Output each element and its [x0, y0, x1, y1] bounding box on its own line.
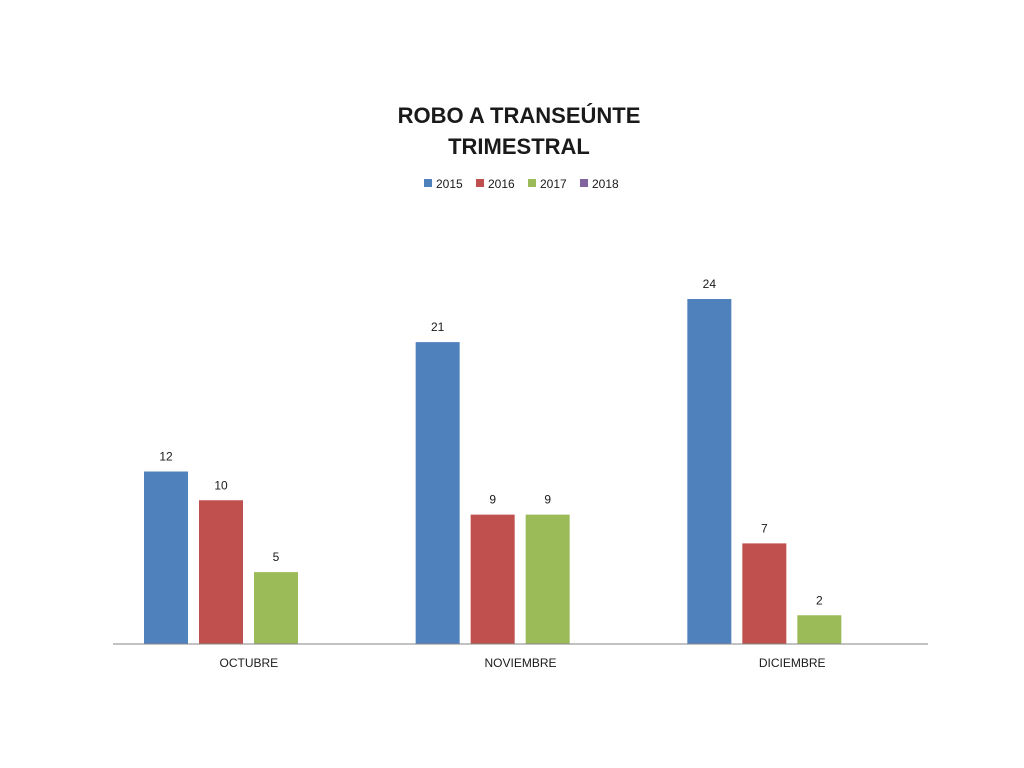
- bar-2016-octubre: [199, 500, 243, 644]
- legend-label-2016: 2016: [488, 177, 515, 191]
- chart-title: ROBO A TRANSEÚNTE TRIMESTRAL: [398, 103, 641, 159]
- category-axis: OCTUBRE NOVIEMBRE DICIEMBRE: [219, 656, 825, 670]
- data-label: 9: [489, 493, 496, 507]
- data-label: 10: [214, 478, 228, 492]
- data-label: 21: [431, 320, 445, 334]
- plot-area: 12 21 24 10 9 7 5 9 2: [144, 277, 842, 644]
- bar-2015-diciembre: [687, 299, 732, 644]
- chart-legend: 2015 2016 2017 2018: [424, 177, 619, 191]
- chart-title-line-2: TRIMESTRAL: [448, 134, 590, 159]
- category-label-diciembre: DICIEMBRE: [759, 656, 826, 670]
- legend-label-2018: 2018: [592, 177, 619, 191]
- legend-label-2017: 2017: [540, 177, 567, 191]
- data-label: 2: [816, 593, 823, 607]
- bar-2016-diciembre: [742, 543, 787, 644]
- category-label-octubre: OCTUBRE: [219, 656, 278, 670]
- category-label-noviembre: NOVIEMBRE: [484, 656, 556, 670]
- chart-title-line-1: ROBO A TRANSEÚNTE: [398, 103, 641, 128]
- legend-swatch-2015: [424, 179, 432, 187]
- legend-swatch-2018: [580, 179, 588, 187]
- bar-2015-octubre: [144, 471, 188, 644]
- bar-2015-noviembre: [415, 342, 460, 644]
- data-label: 24: [703, 277, 717, 291]
- legend-label-2015: 2015: [436, 177, 463, 191]
- bar-2017-noviembre: [525, 514, 570, 644]
- data-label: 12: [159, 450, 173, 464]
- legend-swatch-2017: [528, 179, 536, 187]
- data-label: 5: [273, 550, 280, 564]
- bar-2017-octubre: [254, 572, 298, 644]
- legend-swatch-2016: [476, 179, 484, 187]
- data-label: 7: [761, 521, 768, 535]
- data-label: 9: [544, 493, 551, 507]
- bar-2017-diciembre: [797, 615, 842, 644]
- bar-2016-noviembre: [470, 514, 515, 644]
